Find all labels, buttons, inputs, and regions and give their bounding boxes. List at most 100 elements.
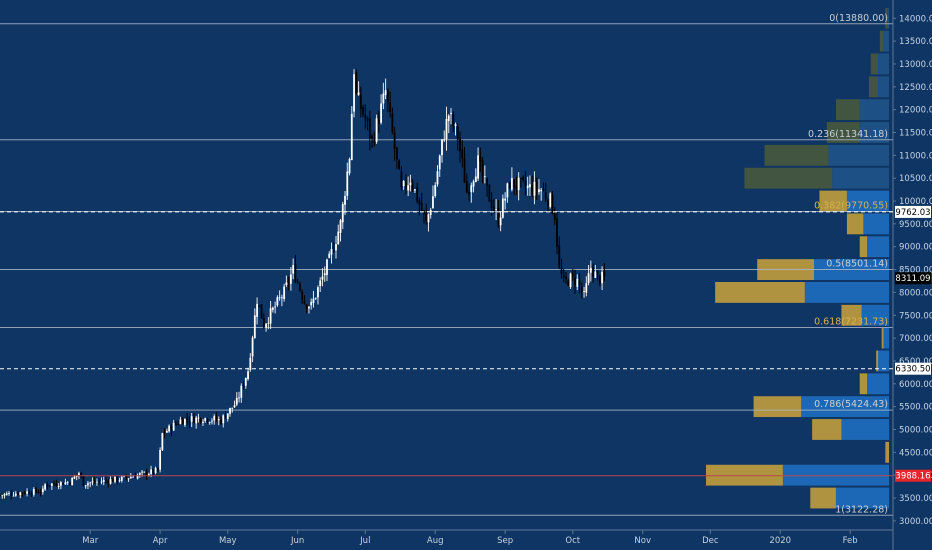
candle-body [571, 273, 574, 276]
candle-body [125, 476, 128, 478]
candle-body [226, 413, 229, 419]
candle-body [384, 90, 387, 96]
candle-body [513, 179, 516, 188]
volume-bar-up [744, 167, 833, 189]
price-axis-label: 13000.00 [899, 60, 932, 70]
candle-body [222, 415, 225, 424]
candle-body [375, 118, 378, 142]
candle-body [256, 303, 258, 317]
candle-body [529, 184, 531, 188]
candle-body [420, 202, 423, 212]
candle-body [504, 198, 507, 201]
volume-bar-up [885, 441, 889, 463]
volume-bar-up [835, 99, 860, 121]
candle-body [308, 306, 310, 309]
candle-body [405, 180, 407, 189]
volume-bar-up [812, 419, 842, 440]
candle-body [267, 322, 270, 324]
fib-level-label: 0.382(9770.55) [814, 201, 888, 212]
time-axis-label: Apr [153, 536, 168, 546]
time-axis[interactable]: Mar Apr May Jun Jul Aug Sep Oct Nov Dec 2020 Feb [82, 530, 858, 546]
price-markers: 9762.03 8311.09 6330.50 3988.16 [0, 205, 931, 482]
candle-body [17, 493, 19, 495]
candle-body [156, 467, 159, 471]
candle-body [1, 495, 4, 497]
price-axis-label: 8500.00 [899, 266, 932, 276]
candle-body [587, 273, 590, 284]
candle-body [82, 476, 85, 486]
candle-body [578, 279, 581, 286]
candle-body [127, 478, 130, 480]
candle-body [574, 276, 576, 286]
candle-body [517, 177, 520, 191]
volume-bar-down [832, 167, 889, 189]
volume-bar-up [859, 236, 868, 258]
price-axis-label: 6000.00 [899, 380, 932, 390]
candle-body [150, 469, 152, 474]
candle-body [208, 422, 211, 423]
candle-body [425, 213, 428, 222]
candle-body [601, 271, 603, 284]
candle-body [501, 198, 504, 218]
candle-body [179, 419, 182, 424]
candle-body [73, 476, 76, 479]
candle-body [100, 481, 103, 483]
fib-retracement[interactable]: 0(13880.00) 0.236(11341.18) 0.382(9770.55)… [0, 13, 893, 516]
candle-body [357, 92, 360, 95]
candle-body [163, 432, 166, 434]
candle-body [44, 484, 47, 490]
candle-body [109, 479, 112, 484]
candle-body [299, 283, 301, 291]
price-axis-label: 14000.00 [899, 14, 932, 24]
candle-body [28, 491, 31, 494]
volume-bar-down [883, 327, 889, 349]
candle-body [549, 193, 552, 207]
candle-body [235, 397, 238, 405]
candle-body [364, 114, 367, 119]
candle-body [186, 418, 189, 421]
candle-body [242, 385, 245, 387]
time-axis-label: Feb [843, 536, 858, 546]
price-marker-box [895, 205, 931, 218]
candle-body [303, 300, 306, 304]
candle-body [456, 126, 459, 140]
candle-body [141, 471, 143, 473]
candle-body [296, 282, 299, 284]
candle-body [414, 189, 416, 191]
price-axis-label: 13500.00 [899, 37, 932, 47]
volume-bar-down [867, 236, 889, 258]
price-axis[interactable]: 3000.003500.004000.004500.005000.005500.… [893, 14, 932, 527]
candle-body [64, 482, 67, 485]
candle-body [206, 418, 209, 423]
price-axis-label: 5000.00 [899, 425, 932, 435]
candle-body [240, 385, 243, 398]
candle-body [416, 187, 419, 202]
candle-body [454, 124, 457, 126]
candle-body [21, 492, 24, 494]
candle-body [533, 181, 536, 196]
candle-body [290, 274, 292, 284]
candle-body [258, 305, 261, 307]
volume-bar-up [826, 122, 860, 143]
time-axis-label: Oct [565, 536, 580, 546]
candle-body [165, 431, 168, 433]
volume-bar-down [859, 99, 889, 121]
candle-body [395, 147, 398, 160]
volume-bar-up [879, 30, 884, 52]
candle-body [544, 192, 547, 200]
candle-body [107, 480, 110, 484]
candle-body [389, 102, 392, 113]
candle-body [366, 117, 369, 121]
candle-body [301, 291, 304, 300]
time-axis-label: Dec [702, 536, 719, 546]
candle-body [143, 471, 146, 473]
candle-body [472, 181, 475, 187]
candle-body [411, 183, 414, 190]
volume-bar-up [885, 7, 888, 29]
time-axis-label: Sep [497, 536, 513, 546]
candle-body [105, 480, 107, 481]
time-axis-label: May [219, 536, 237, 546]
candle-body [319, 280, 322, 286]
candle-body [510, 178, 513, 190]
